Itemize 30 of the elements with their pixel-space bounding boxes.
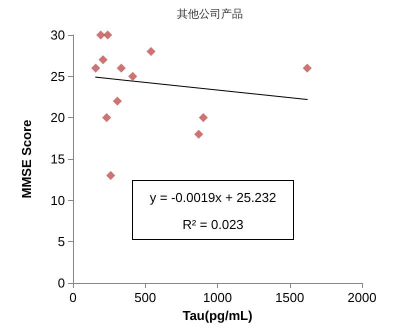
y-tick-label: 15 <box>50 152 65 166</box>
x-tick-label: 0 <box>69 290 77 305</box>
point <box>194 130 204 139</box>
y-tick-label: 10 <box>50 192 65 208</box>
y-tick-label: 20 <box>50 110 65 126</box>
point <box>102 113 112 122</box>
point <box>146 47 156 56</box>
y-tick-label: 0 <box>58 276 65 290</box>
point <box>103 30 112 40</box>
x-tick-label: 500 <box>134 290 156 305</box>
x-tick-label: 1000 <box>203 290 232 305</box>
x-tick-label: 2000 <box>348 290 376 305</box>
point <box>98 55 108 64</box>
point <box>112 96 122 106</box>
x-axis-title: Tau(pg/mL) <box>182 308 252 323</box>
point <box>91 64 100 73</box>
point <box>198 113 208 122</box>
point <box>302 64 312 73</box>
annotation: y = -0.0019x + 25.232 <box>150 190 276 205</box>
y-tick-label: 5 <box>58 234 65 250</box>
y-tick-label: 25 <box>50 68 65 84</box>
point <box>128 72 138 81</box>
x-tick-label: 1500 <box>275 290 304 305</box>
y-tick-label: 30 <box>50 28 65 42</box>
point <box>96 30 106 40</box>
point <box>106 171 116 180</box>
chart-title: 其他公司产品 <box>177 8 243 20</box>
point <box>116 64 126 73</box>
annotation: R² = 0.023 <box>182 217 244 232</box>
y-axis-title: MMSE Score <box>19 120 34 198</box>
